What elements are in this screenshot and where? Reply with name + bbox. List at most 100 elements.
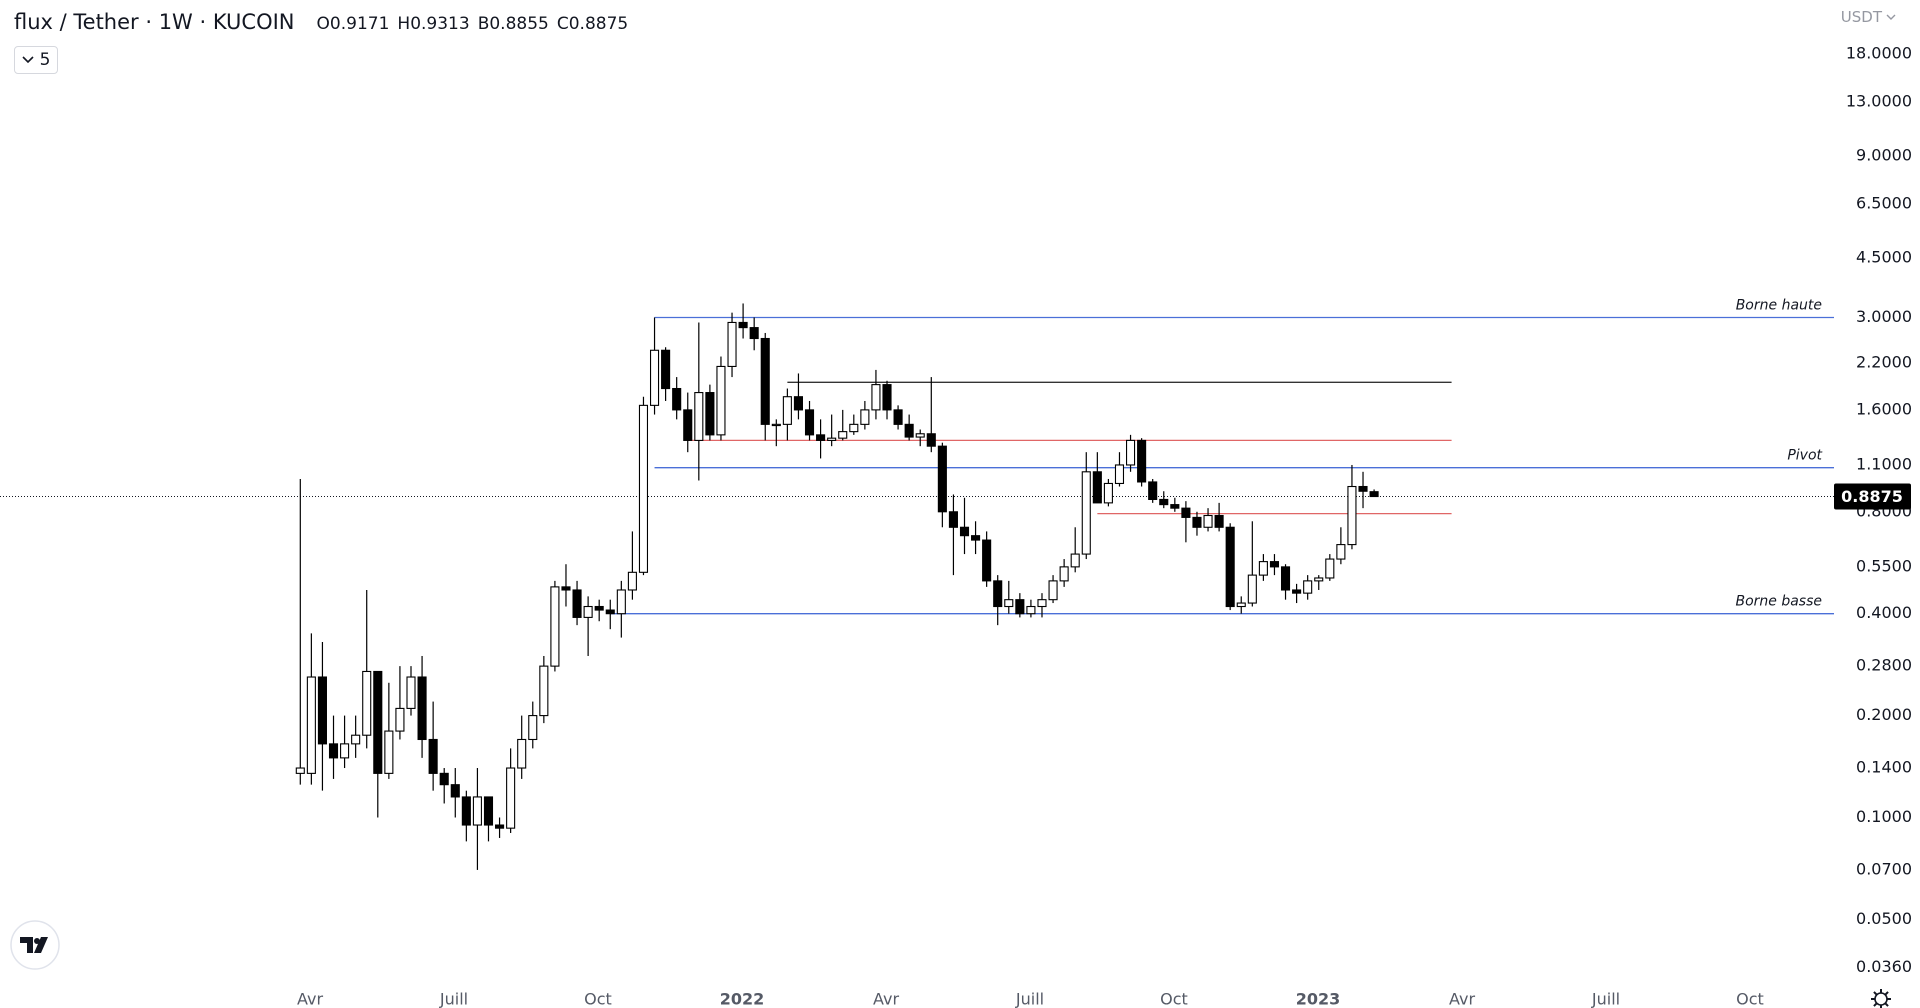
candle-body: [583, 605, 593, 618]
candle-body: [1192, 516, 1202, 528]
candle: [1081, 452, 1091, 560]
candle-body: [705, 392, 715, 436]
candle: [328, 715, 339, 779]
candle-body: [672, 387, 682, 411]
candle-body: [616, 589, 626, 615]
candle: [661, 347, 671, 401]
candle-body: [428, 738, 438, 774]
candle: [1347, 464, 1357, 550]
candle-body: [417, 676, 427, 741]
candle-body: [871, 384, 881, 411]
y-tick-label: 4.5000: [1856, 247, 1912, 266]
candle-body: [971, 535, 981, 541]
candle: [1159, 491, 1169, 509]
candle-body: [594, 605, 604, 611]
candle: [760, 332, 770, 441]
candle: [528, 701, 538, 749]
currency-label: USDT: [1840, 8, 1882, 26]
candle-body: [439, 772, 449, 786]
candle-body: [1325, 558, 1335, 579]
candle: [1203, 508, 1213, 532]
chart-title[interactable]: flux / Tether · 1W · KUCOIN: [14, 10, 295, 34]
candle-body: [982, 539, 992, 582]
ohlc-item: H0.9313: [397, 14, 469, 34]
candle: [1114, 452, 1125, 487]
x-tick-label: Juill: [1015, 990, 1044, 1008]
candle-body: [937, 445, 947, 513]
candle-body: [306, 676, 316, 774]
last-price-badge: [1834, 483, 1911, 510]
candle: [550, 580, 560, 672]
candle-body: [472, 796, 482, 826]
x-tick-label: Avr: [297, 990, 323, 1008]
gear-ring: [1874, 992, 1888, 1006]
candle: [1059, 559, 1069, 587]
ohlc-value: 0.9313: [410, 14, 470, 34]
candle-body: [1369, 491, 1379, 498]
candle: [1092, 452, 1102, 504]
candle-body: [317, 676, 327, 745]
candle-body: [771, 423, 781, 427]
candle: [1314, 575, 1324, 590]
candle: [871, 369, 881, 420]
candle: [1181, 501, 1191, 543]
tradingview-logo[interactable]: [10, 920, 60, 970]
x-tick-label: 2022: [720, 990, 765, 1008]
candle-body: [351, 734, 361, 745]
candle: [971, 521, 981, 555]
candle-body: [1081, 471, 1091, 555]
y-tick-label: 0.2800: [1856, 656, 1912, 675]
x-tick-label: 2023: [1296, 990, 1341, 1008]
candle-body: [827, 437, 837, 441]
candle: [793, 373, 804, 420]
candle: [1369, 489, 1379, 498]
candle-body: [373, 670, 383, 774]
candle: [937, 442, 947, 528]
settings-button[interactable]: [1871, 989, 1891, 1008]
candle-body: [661, 349, 671, 390]
x-tick-label: Juill: [1591, 990, 1620, 1008]
logo-circle: [10, 920, 60, 970]
currency-menu[interactable]: USDT: [1841, 8, 1896, 26]
candle-body: [882, 384, 892, 411]
y-tick-label: 0.0500: [1856, 909, 1912, 928]
candle-body: [406, 676, 416, 709]
candle: [384, 682, 394, 779]
candle-body: [395, 707, 405, 732]
candle: [340, 715, 350, 769]
candle-body: [1092, 471, 1102, 504]
candle: [1214, 502, 1224, 532]
candle: [838, 409, 848, 441]
candle-body: [1303, 580, 1313, 594]
candle-body: [495, 824, 505, 829]
candle-body: [1148, 481, 1158, 501]
candle-body: [804, 409, 815, 436]
y-tick-label: 0.5500: [1856, 556, 1912, 575]
candle-body: [1258, 561, 1268, 576]
indicator-toggle[interactable]: 5: [14, 46, 58, 74]
candle-body: [1280, 566, 1291, 591]
y-tick-label: 0.0700: [1856, 859, 1912, 878]
candle: [428, 701, 438, 791]
candle: [771, 419, 781, 447]
symbol-legend: flux / Tether · 1W · KUCOIN O0.9171 H0.93…: [14, 10, 628, 34]
candle: [1015, 593, 1025, 618]
candle-body: [483, 796, 494, 826]
y-tick-label: 13.0000: [1846, 91, 1912, 110]
candle-body: [1103, 482, 1113, 504]
candle: [816, 419, 826, 459]
candle-body: [782, 396, 792, 425]
candle: [1103, 478, 1113, 507]
candle-body: [816, 434, 826, 441]
candle: [1325, 554, 1335, 581]
candle-body: [561, 586, 571, 591]
ohlc-key: B: [477, 14, 490, 34]
candle: [1269, 554, 1280, 576]
ohlc-values: O0.9171 H0.9313 B0.8855 C0.8875: [317, 14, 629, 34]
candle-body: [1314, 577, 1324, 582]
candle-body: [605, 609, 615, 615]
candle: [417, 655, 427, 758]
candle-body: [1292, 589, 1302, 594]
candle-body: [1159, 498, 1169, 506]
